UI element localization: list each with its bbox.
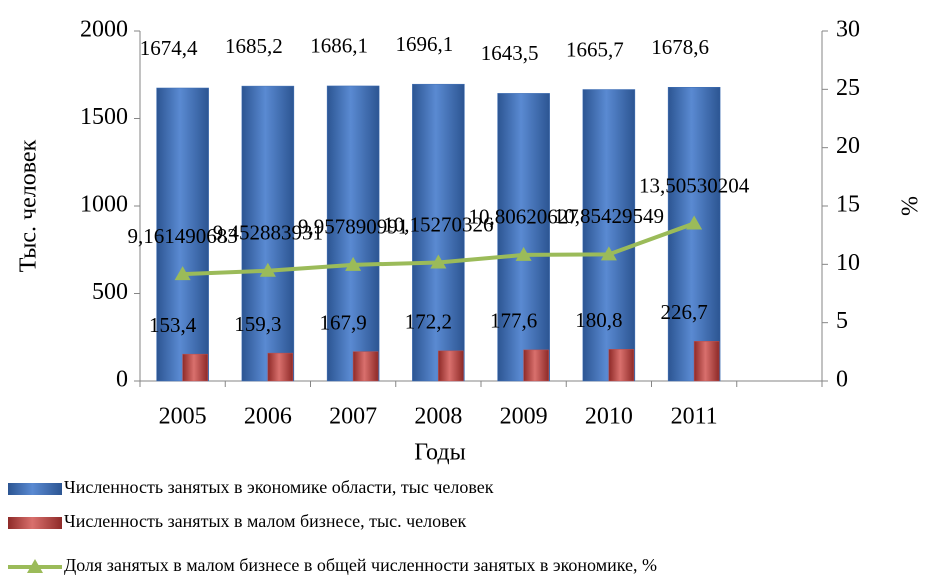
y2-axis-title: % <box>898 196 924 216</box>
bar <box>156 87 209 382</box>
data-label: 1665,7 <box>566 37 624 61</box>
marker <box>345 256 362 271</box>
data-label: 9,452883931 <box>213 221 323 245</box>
data-label: 9,957890991 <box>298 215 408 239</box>
y-tick-label: 1500 <box>80 104 128 130</box>
x-tick-label: 2010 <box>585 404 633 430</box>
y-tick-label: 500 <box>92 279 128 305</box>
x-tick-label: 2011 <box>671 404 718 430</box>
y2-tick-label: 10 <box>836 250 860 276</box>
bar <box>693 341 720 382</box>
bar <box>241 85 295 382</box>
data-label: 10,80620627 <box>469 205 579 229</box>
bar <box>352 351 379 382</box>
data-label: 180,8 <box>575 308 622 332</box>
bar <box>182 353 208 382</box>
data-label: 1674,4 <box>140 36 198 60</box>
data-label: 10,85429549 <box>554 204 664 228</box>
y2-tick-label: 20 <box>836 133 860 159</box>
marker <box>174 266 191 281</box>
y-axis-title: Тыс. человек <box>16 139 42 272</box>
data-label: 153,4 <box>149 313 197 337</box>
data-label: 9,161490683 <box>128 224 238 248</box>
bar <box>412 83 465 382</box>
x-tick-label: 2005 <box>159 404 207 430</box>
x-tick-label: 2006 <box>244 404 292 430</box>
marker <box>259 262 276 277</box>
y2-tick-label: 30 <box>836 17 860 43</box>
marker <box>430 254 447 269</box>
legend-swatch <box>8 483 62 495</box>
y2-tick-label: 5 <box>836 308 848 334</box>
bar <box>326 85 380 382</box>
bar <box>267 352 294 382</box>
data-label: 172,2 <box>405 310 452 334</box>
bar <box>667 86 721 382</box>
data-label: 159,3 <box>234 312 281 336</box>
bar <box>608 349 635 382</box>
legend-label: Численность занятых в малом бизнесе, тыс… <box>64 511 467 531</box>
data-label: 1686,1 <box>310 34 368 58</box>
data-label: 177,6 <box>490 309 537 333</box>
y-tick-label: 0 <box>116 367 128 393</box>
x-tick-label: 2008 <box>414 404 462 430</box>
data-label: 167,9 <box>320 310 367 334</box>
y2-tick-label: 15 <box>836 192 860 218</box>
x-tick-label: 2009 <box>500 404 548 430</box>
data-label: 13,50530204 <box>639 173 750 197</box>
data-label: 1696,1 <box>396 32 454 56</box>
bar <box>582 89 636 382</box>
legend-marker <box>27 559 43 573</box>
y2-tick-label: 25 <box>836 75 860 101</box>
data-label: 1685,2 <box>225 34 283 58</box>
marker <box>686 215 703 230</box>
data-label: 226,7 <box>661 300 708 324</box>
legend-label: Численность занятых в экономике области,… <box>64 477 494 497</box>
y-tick-label: 2000 <box>80 17 128 43</box>
legend-swatch <box>8 517 62 529</box>
y2-tick-label: 0 <box>836 367 848 393</box>
marker <box>515 246 532 261</box>
bar <box>438 350 464 382</box>
data-label: 1678,6 <box>651 35 709 59</box>
x-tick-label: 2007 <box>329 404 377 430</box>
y-tick-label: 1000 <box>80 192 128 218</box>
x-axis-title: Годы <box>414 440 465 466</box>
bar <box>523 349 549 382</box>
data-label: 1643,5 <box>481 41 539 65</box>
legend-label: Доля занятых в малом бизнесе в общей чис… <box>64 555 657 575</box>
bar <box>497 93 550 382</box>
data-label: 10,15270326 <box>383 212 493 236</box>
marker <box>600 246 617 261</box>
